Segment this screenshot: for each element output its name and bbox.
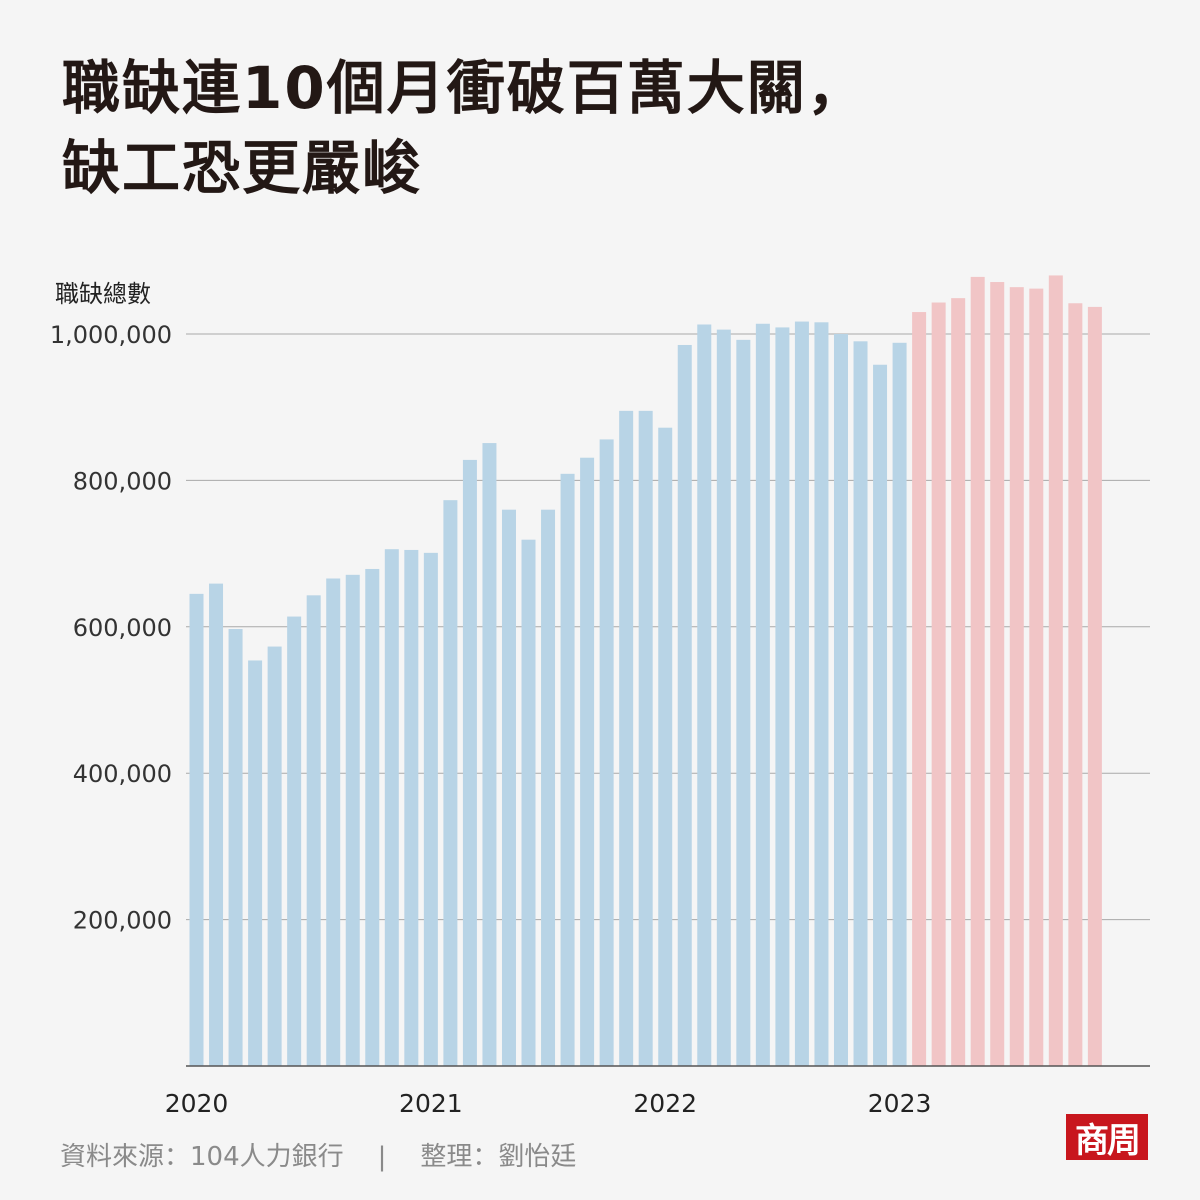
footer-separator: | — [377, 1142, 387, 1172]
bar — [189, 593, 204, 1066]
bar — [365, 568, 380, 1066]
bar — [345, 574, 360, 1066]
bar — [755, 323, 770, 1066]
chart-title: 職缺連10個月衝破百萬大關， 缺工恐更嚴峻 — [62, 48, 1142, 208]
bar — [267, 646, 282, 1066]
source-credit: 資料來源：104人力銀行 — [60, 1142, 344, 1172]
bar — [541, 509, 556, 1066]
y-tick-label: 800,000 — [73, 467, 172, 495]
x-tick-label: 2020 — [165, 1089, 229, 1118]
bar — [209, 583, 224, 1066]
bar — [521, 539, 536, 1066]
x-tick-label: 2023 — [868, 1089, 932, 1118]
bar — [326, 578, 341, 1066]
bar — [287, 616, 302, 1066]
bar — [951, 298, 966, 1067]
x-tick-label: 2021 — [399, 1089, 463, 1118]
bar — [1029, 288, 1044, 1067]
bar — [931, 302, 946, 1066]
x-tick-label: 2022 — [633, 1089, 697, 1118]
bar — [990, 282, 1005, 1066]
y-tick-label: 1,000,000 — [50, 321, 172, 349]
bar — [228, 628, 243, 1066]
y-tick-label: 600,000 — [73, 614, 172, 642]
title-line-1: 職缺連10個月衝破百萬大關， — [62, 54, 867, 122]
bar — [912, 312, 927, 1066]
bar — [833, 334, 848, 1066]
bar — [580, 457, 595, 1066]
y-tick-label: 400,000 — [73, 760, 172, 788]
y-axis-label: 職缺總數 — [55, 280, 151, 308]
title-line-2: 缺工恐更嚴峻 — [62, 134, 423, 202]
bar — [736, 339, 751, 1067]
publisher-logo: 商周 — [1066, 1114, 1148, 1161]
bar — [462, 459, 477, 1066]
bar — [638, 410, 653, 1066]
bar — [775, 327, 790, 1066]
bar — [658, 427, 673, 1066]
bar — [1048, 275, 1063, 1066]
bar — [853, 341, 868, 1066]
bar — [814, 322, 829, 1067]
bar — [677, 344, 692, 1067]
bar — [248, 660, 263, 1066]
bar — [1087, 306, 1102, 1066]
bar — [697, 324, 712, 1066]
footer: 資料來源：104人力銀行 | 整理：劉怡廷 — [60, 1136, 576, 1173]
editor-credit: 整理：劉怡廷 — [420, 1142, 577, 1172]
bar — [501, 509, 516, 1066]
bar — [384, 549, 399, 1066]
bar — [794, 321, 809, 1066]
bar — [560, 473, 575, 1066]
bar — [443, 500, 458, 1066]
bar — [306, 595, 321, 1066]
bar — [619, 410, 634, 1066]
bar — [892, 342, 907, 1066]
bar — [873, 364, 888, 1066]
bar — [1068, 303, 1083, 1067]
bar — [1009, 287, 1024, 1067]
bar — [482, 443, 497, 1066]
bar — [970, 276, 985, 1066]
bar — [423, 552, 438, 1066]
bar — [404, 549, 419, 1066]
bar — [599, 439, 614, 1067]
y-tick-label: 200,000 — [73, 907, 172, 935]
bar — [716, 329, 731, 1066]
